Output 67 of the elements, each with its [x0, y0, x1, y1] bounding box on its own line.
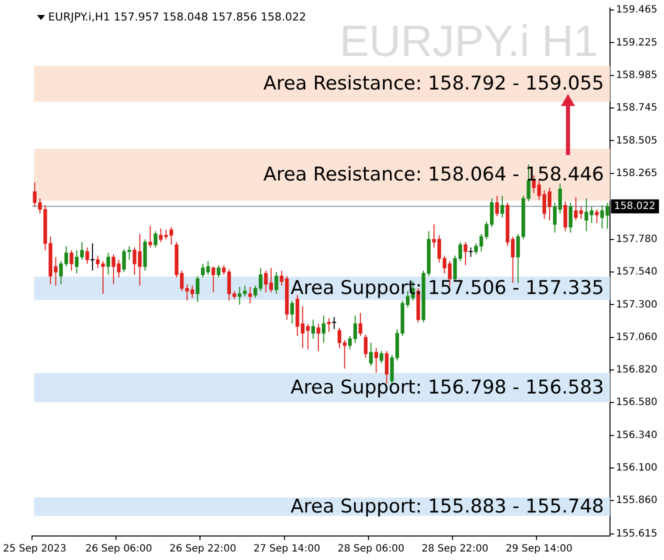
candlestick [206, 260, 210, 276]
candlestick [258, 267, 262, 292]
candlestick [201, 263, 205, 278]
candlestick [579, 206, 583, 220]
candlestick [254, 285, 258, 298]
y-tick-label: 158.265 [616, 168, 658, 179]
band-label: Area Support: 156.798 - 156.583 [290, 376, 604, 399]
y-tick-label: 157.540 [616, 266, 658, 278]
candlestick [269, 267, 273, 293]
candlestick [369, 342, 373, 366]
candlestick [548, 187, 552, 221]
candlestick [574, 196, 578, 221]
candlestick [311, 319, 315, 340]
y-tick-label: 156.580 [616, 397, 658, 408]
candlestick [290, 300, 294, 324]
candlestick [358, 312, 362, 336]
chart-subtitle: EURJPY.i,H1 157.957 158.048 157.856 158.022 [48, 10, 306, 24]
y-tick-label: 157.060 [616, 332, 658, 343]
candlestick [316, 323, 320, 352]
candlestick [558, 183, 562, 214]
candlestick [70, 250, 74, 272]
candlestick [196, 276, 200, 302]
candlestick [322, 315, 326, 344]
x-tick-label: 28 Sep 06:00 [338, 544, 404, 555]
x-tick-label: 27 Sep 14:00 [254, 544, 320, 555]
y-tick-label: 156.340 [616, 430, 658, 441]
y-tick-label: 155.615 [616, 528, 658, 540]
candlestick [568, 202, 572, 234]
candlestick [564, 200, 568, 232]
candlestick [106, 252, 110, 276]
candlestick [364, 334, 368, 358]
candlestick [464, 242, 468, 266]
y-tick-label: 157.780 [616, 234, 658, 245]
candlestick [248, 286, 252, 304]
candlestick [327, 318, 331, 332]
band-label: Area Support: 155.883 - 155.748 [290, 496, 604, 518]
candlestick [380, 350, 384, 364]
y-tick-label: 157.300 [616, 299, 658, 310]
candlestick [222, 264, 226, 276]
candlestick [212, 266, 216, 293]
x-tick-label: 28 Sep 22:00 [422, 544, 488, 555]
band-label: Area Resistance: 158.792 - 159.055 [263, 72, 604, 95]
candlestick [148, 225, 152, 248]
y-tick-label: 158.505 [616, 135, 658, 146]
candlestick [584, 198, 588, 232]
candlestick [553, 202, 557, 234]
candlestick [590, 206, 594, 224]
candlestick [85, 247, 90, 264]
candlestick [374, 348, 378, 374]
y-tick-label: 159.465 [616, 4, 658, 16]
y-tick-label: 158.985 [616, 70, 658, 81]
x-tick-label: 26 Sep 22:00 [169, 544, 236, 555]
y-tick-label: 158.745 [616, 102, 658, 114]
y-tick-label: 159.225 [616, 37, 658, 48]
x-tick-label: 26 Sep 06:00 [85, 544, 152, 555]
candlestick [495, 195, 499, 217]
y-tick-label: 155.860 [616, 495, 658, 506]
candlestick [500, 195, 504, 218]
x-tick-label: 25 Sep 2023 [3, 544, 66, 555]
y-tick-label: 156.820 [616, 364, 658, 376]
x-tick-label: 29 Sep 14:00 [506, 544, 572, 555]
y-tick-label: 156.100 [616, 462, 658, 474]
ref-line-label: 158.022 [614, 201, 656, 212]
candlestick [274, 272, 278, 294]
candlestick [216, 264, 220, 278]
candlestick [264, 270, 268, 293]
candlestick [154, 230, 158, 248]
